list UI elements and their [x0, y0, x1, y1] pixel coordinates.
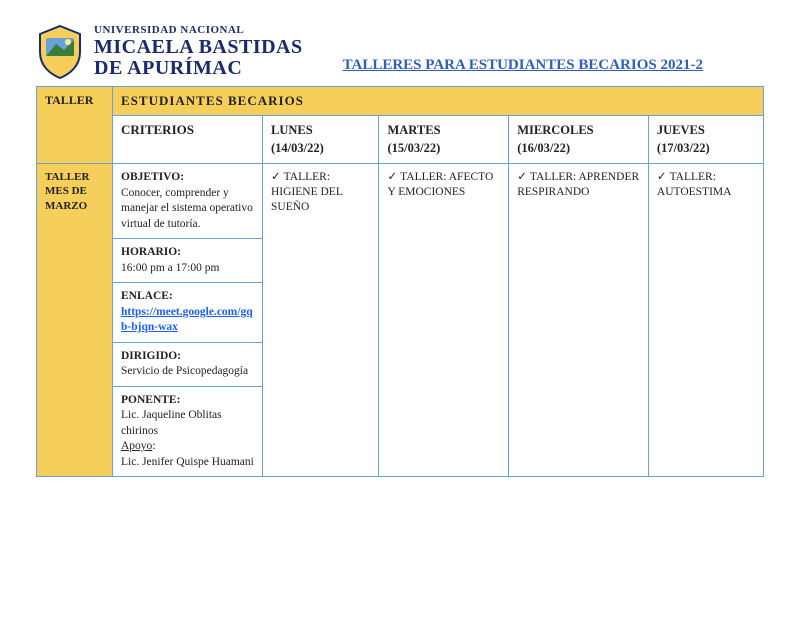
criteria-objetivo: OBJETIVO: Conocer, comprender y manejar …: [113, 164, 263, 239]
criteria-dirigido: DIRIGIDO: Servicio de Psicopedagogía: [113, 342, 263, 386]
cell-text: TALLER: AFECTO Y EMOCIONES: [387, 171, 493, 198]
cell-text: TALLER: APRENDER RESPIRANDO: [517, 171, 639, 198]
day-name: MIERCOLES: [517, 123, 593, 137]
criteria-header: CRITERIOS: [113, 116, 263, 164]
university-logo: [36, 24, 84, 80]
apoyo-label: Apoyo: [121, 440, 152, 452]
cell-martes: ✓ TALLER: AFECTO Y EMOCIONES: [379, 164, 509, 477]
dirigido-text: Servicio de Psicopedagogía: [121, 365, 248, 377]
day-date: (15/03/22): [387, 141, 440, 155]
day-date: (14/03/22): [271, 141, 324, 155]
page: UNIVERSIDAD NACIONAL MICAELA BASTIDAS DE…: [0, 0, 800, 487]
students-header: ESTUDIANTES BECARIOS: [113, 87, 764, 116]
day-name: MARTES: [387, 123, 440, 137]
page-title: TALLERES PARA ESTUDIANTES BECARIOS 2021-…: [343, 57, 703, 80]
ponente-label: PONENTE:: [121, 394, 180, 406]
dirigido-label: DIRIGIDO:: [121, 350, 181, 362]
cell-text: TALLER: AUTOESTIMA: [657, 171, 732, 198]
criteria-ponente: PONENTE: Lic. Jaqueline Oblitas chirinos…: [113, 386, 263, 477]
header: UNIVERSIDAD NACIONAL MICAELA BASTIDAS DE…: [36, 24, 764, 80]
enlace-link[interactable]: https://meet.google.com/gqb-bjqn-wax: [121, 306, 253, 334]
cell-text: TALLER: HIGIENE DEL SUEÑO: [271, 171, 342, 213]
objetivo-label: OBJETIVO:: [121, 171, 184, 183]
day-header-martes: MARTES (15/03/22): [379, 116, 509, 164]
taller-header: TALLER: [37, 87, 113, 164]
uni-name-line3: DE APURÍMAC: [94, 58, 303, 79]
university-name: UNIVERSIDAD NACIONAL MICAELA BASTIDAS DE…: [94, 25, 303, 79]
day-date: (17/03/22): [657, 141, 710, 155]
criteria-enlace: ENLACE: https://meet.google.com/gqb-bjqn…: [113, 283, 263, 343]
row-label-march: TALLER MES DE MARZO: [37, 164, 113, 477]
day-header-miercoles: MIERCOLES (16/03/22): [509, 116, 649, 164]
enlace-label: ENLACE:: [121, 290, 173, 302]
check-icon: ✓: [387, 170, 397, 185]
day-header-jueves: JUEVES (17/03/22): [648, 116, 763, 164]
cell-jueves: ✓ TALLER: AUTOESTIMA: [648, 164, 763, 477]
cell-lunes: ✓ TALLER: HIGIENE DEL SUEÑO: [263, 164, 379, 477]
day-date: (16/03/22): [517, 141, 570, 155]
objetivo-text: Conocer, comprender y manejar el sistema…: [121, 187, 253, 230]
check-icon: ✓: [657, 170, 667, 185]
schedule-table: TALLER ESTUDIANTES BECARIOS CRITERIOS LU…: [36, 86, 764, 477]
cell-miercoles: ✓ TALLER: APRENDER RESPIRANDO: [509, 164, 649, 477]
check-icon: ✓: [517, 170, 527, 185]
ponente-text: Lic. Jaqueline Oblitas chirinos: [121, 409, 222, 437]
horario-text: 16:00 pm a 17:00 pm: [121, 262, 219, 274]
day-header-lunes: LUNES (14/03/22): [263, 116, 379, 164]
horario-label: HORARIO:: [121, 246, 181, 258]
check-icon: ✓: [271, 170, 281, 185]
apoyo-text: Lic. Jenifer Quispe Huamani: [121, 456, 254, 468]
criteria-horario: HORARIO: 16:00 pm a 17:00 pm: [113, 239, 263, 283]
day-name: JUEVES: [657, 123, 705, 137]
day-name: LUNES: [271, 123, 313, 137]
uni-name-line2: MICAELA BASTIDAS: [94, 37, 303, 58]
